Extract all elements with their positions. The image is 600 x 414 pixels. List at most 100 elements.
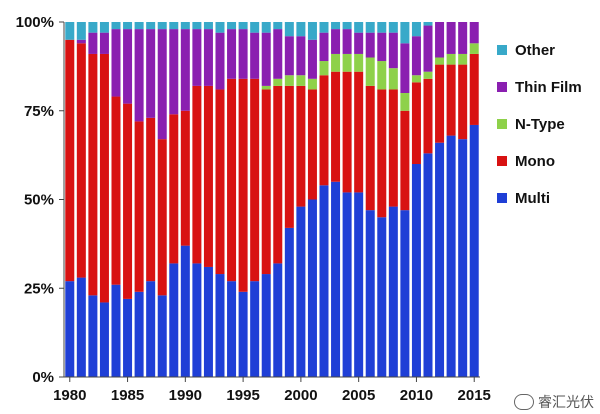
watermark: 睿汇光伏 (514, 392, 594, 412)
bar-segment-n-type-2000 (296, 75, 306, 86)
bar-segment-multi-2005 (354, 192, 364, 377)
bar-segment-multi-1983 (99, 302, 109, 377)
bar-segment-multi-2007 (377, 217, 387, 377)
bar-segment-multi-2001 (307, 199, 317, 377)
bar-segment-n-type-2003 (331, 53, 341, 72)
bar-segment-mono-2009 (400, 110, 410, 211)
bar-segment-thin-film-1984 (111, 29, 121, 97)
bar-segment-other-1998 (273, 22, 283, 30)
bar-segment-mono-2011 (423, 78, 433, 154)
bar-segment-multi-1989 (169, 263, 179, 377)
bar-segment-multi-2008 (388, 206, 398, 377)
bar-segment-thin-film-2011 (423, 25, 433, 72)
bar-segment-mono-2006 (365, 85, 375, 211)
bar-segment-mono-1987 (146, 117, 156, 282)
legend-label-multi: Multi (515, 190, 550, 207)
bar-segment-thin-film-1995 (238, 29, 248, 79)
bar-segment-n-type-1998 (273, 78, 283, 86)
bar-segment-multi-1993 (215, 274, 225, 377)
bar-segment-mono-2008 (388, 89, 398, 207)
bar-segment-thin-film-1996 (250, 32, 260, 79)
legend-label-other: Other (515, 42, 555, 59)
x-tick-label: 2005 (342, 387, 375, 404)
bar-segment-multi-1984 (111, 284, 121, 377)
legend-swatch-n-type (497, 119, 507, 129)
bar-segment-mono-2014 (458, 64, 468, 140)
bar-segment-thin-film-1991 (192, 29, 202, 86)
bar-segment-other-2005 (354, 22, 364, 33)
bar-segment-multi-2015 (469, 124, 479, 377)
bar-segment-other-2010 (411, 22, 421, 37)
bar-segment-thin-film-1981 (76, 39, 86, 44)
bar-segment-other-1996 (250, 22, 260, 33)
bar-segment-mono-1998 (273, 85, 283, 264)
bar-segment-thin-film-1998 (273, 29, 283, 79)
bar-segment-mono-2004 (342, 71, 352, 193)
x-tick-label: 1980 (53, 387, 86, 404)
bar-segment-other-1989 (169, 22, 179, 30)
legend-label-mono: Mono (515, 153, 555, 170)
bar-segment-other-1983 (99, 22, 109, 33)
bar-segment-multi-1995 (238, 291, 248, 377)
bar-segment-other-1992 (203, 22, 213, 30)
bar-segment-n-type-1999 (284, 75, 294, 86)
bar-segment-other-2006 (365, 22, 375, 33)
bar-segment-other-2003 (331, 22, 341, 30)
bar-segment-mono-2010 (411, 82, 421, 164)
bar-segment-mono-1988 (157, 139, 167, 296)
legend-label-n-type: N-Type (515, 116, 565, 133)
bar-segment-other-1990 (180, 22, 190, 30)
bar-segment-thin-film-1983 (99, 32, 109, 54)
bar-segment-other-1988 (157, 22, 167, 30)
bar-segment-thin-film-2005 (354, 32, 364, 54)
bar-segment-mono-2003 (331, 71, 341, 182)
bar-segment-multi-1980 (65, 281, 75, 377)
x-tick-label: 1985 (111, 387, 144, 404)
bar-segment-thin-film-2008 (388, 32, 398, 69)
bar-segment-multi-1998 (273, 263, 283, 377)
bar-segment-multi-1985 (123, 298, 133, 377)
bar-segment-multi-2012 (435, 142, 445, 377)
bar-segment-n-type-2006 (365, 57, 375, 86)
bar-segment-mono-2001 (307, 89, 317, 200)
bar-segment-mono-1990 (180, 110, 190, 246)
x-tick-label: 2000 (284, 387, 317, 404)
bar-segment-mono-1995 (238, 78, 248, 292)
bar-segment-n-type-2010 (411, 75, 421, 83)
bar-segment-n-type-2012 (435, 57, 445, 65)
bar-segment-mono-2012 (435, 64, 445, 143)
bar-segment-thin-film-1992 (203, 29, 213, 86)
y-tick-label: 50% (24, 192, 54, 209)
bar-segment-mono-1981 (76, 43, 86, 278)
bar-segment-thin-film-2014 (458, 22, 468, 54)
bar-segment-other-1981 (76, 22, 86, 40)
bar-segment-n-type-2004 (342, 53, 352, 72)
bar-segment-other-2009 (400, 22, 410, 44)
bar-segment-other-2007 (377, 22, 387, 33)
bar-segment-mono-1985 (123, 103, 133, 299)
y-tick-label: 75% (24, 103, 54, 120)
bar-segment-multi-1997 (261, 274, 271, 377)
bar-segment-thin-film-2007 (377, 32, 387, 62)
bar-segment-thin-film-2006 (365, 32, 375, 58)
legend-swatch-other (497, 45, 507, 55)
bar-segment-multi-1988 (157, 295, 167, 377)
bar-segment-mono-1999 (284, 85, 294, 228)
bar-segment-mono-1982 (88, 53, 98, 296)
bar-segment-n-type-1997 (261, 85, 271, 90)
bar-segment-thin-film-1982 (88, 32, 98, 54)
bar-segment-multi-1999 (284, 227, 294, 377)
bar-segment-multi-2004 (342, 192, 352, 377)
y-tick-label: 25% (24, 280, 54, 297)
bar-segment-multi-2010 (411, 164, 421, 377)
x-axis: 1980 1985 1990 1995 2000 2005 2010 2015 (53, 376, 491, 404)
bar-segment-n-type-2013 (446, 53, 456, 65)
bar-segment-other-1984 (111, 22, 121, 30)
bar-segment-other-1980 (65, 22, 75, 40)
bar-segment-mono-1993 (215, 89, 225, 275)
bar-segment-thin-film-2002 (319, 32, 329, 62)
bar-segment-n-type-2005 (354, 53, 364, 72)
bar-segment-multi-2009 (400, 210, 410, 377)
bar-segment-thin-film-1990 (180, 29, 190, 111)
legend-swatch-mono (497, 156, 507, 166)
